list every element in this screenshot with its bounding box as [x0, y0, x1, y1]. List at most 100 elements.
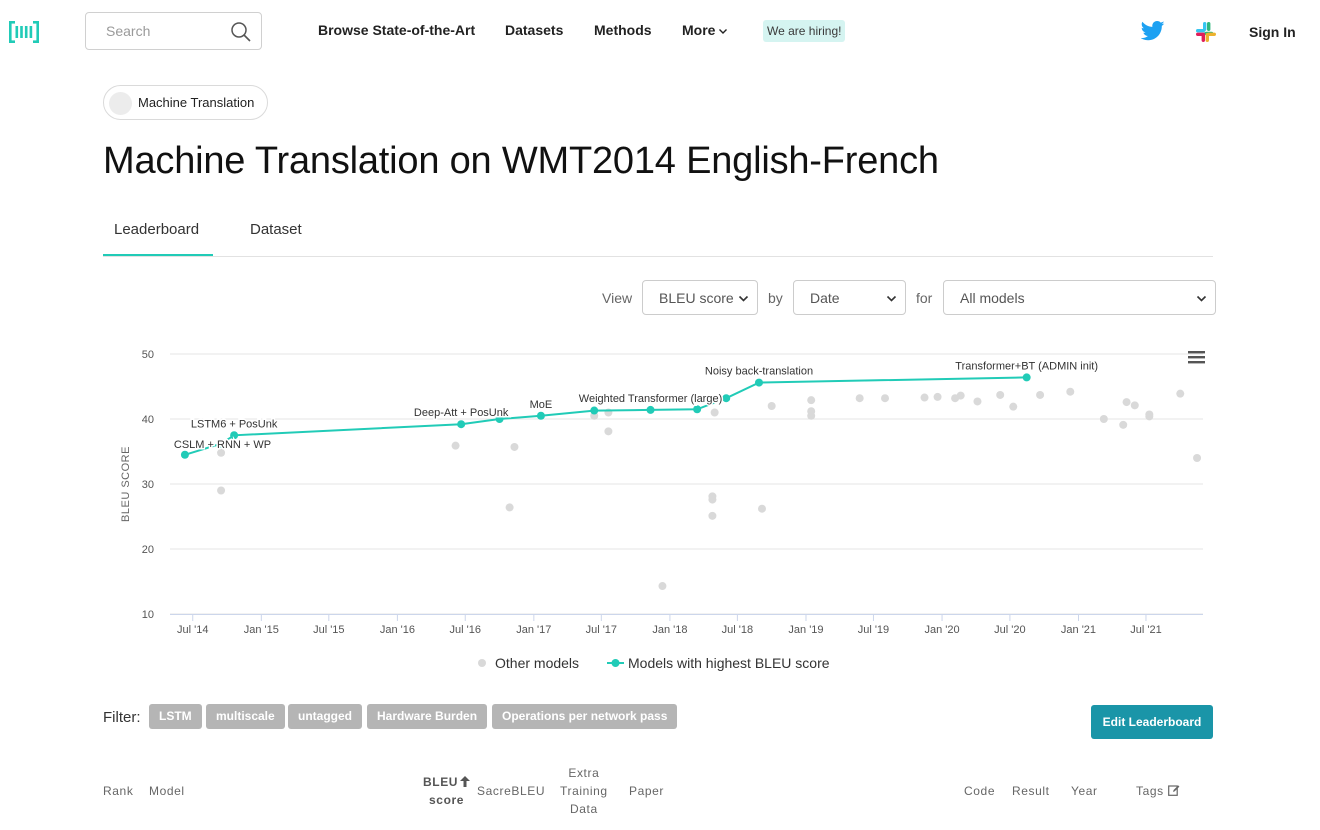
other-model-point — [1009, 402, 1018, 411]
x-tick-label: Jul '17 — [586, 624, 617, 636]
best-model-point — [693, 405, 702, 414]
nav-datasets[interactable]: Datasets — [505, 22, 564, 38]
best-point-label: Weighted Transformer (large) — [579, 393, 722, 405]
other-model-point — [757, 504, 766, 513]
best-point-label: Noisy back-translation — [705, 366, 813, 378]
x-tick-label: Jan '18 — [652, 624, 687, 636]
x-tick-label: Jan '19 — [788, 624, 823, 636]
y-tick-label: 50 — [142, 349, 154, 361]
col-bleu-line2: score — [429, 793, 465, 807]
best-point-label: Transformer+BT (ADMIN init) — [955, 360, 1098, 372]
chevron-down-icon — [886, 295, 897, 302]
other-model-point — [996, 390, 1005, 399]
filter-tag-untagged[interactable]: untagged — [288, 704, 362, 729]
active-tab-indicator — [103, 254, 213, 256]
point-labels: CSLM + RNN + WP LSTM6 + PosUnk Deep-Att + … — [172, 359, 1099, 452]
nav-more[interactable]: More — [682, 22, 728, 38]
search-input[interactable] — [86, 13, 226, 49]
y-tick-label: 40 — [142, 414, 154, 426]
metric-select-value: BLEU score — [659, 290, 734, 306]
other-models-series — [217, 387, 1202, 591]
legend-best-marker — [611, 659, 620, 667]
tabs: Leaderboard Dataset — [103, 208, 1213, 257]
other-model-point — [1099, 415, 1108, 423]
col-model[interactable]: Model — [149, 784, 185, 798]
col-paper[interactable]: Paper — [629, 784, 665, 798]
other-model-point — [973, 397, 982, 406]
chart-legend: Other models Models with highest BLEU sco… — [478, 655, 830, 671]
col-year[interactable]: Year — [1071, 784, 1098, 798]
papers-with-code-logo[interactable] — [9, 19, 39, 45]
y-tick-label: 30 — [142, 479, 154, 491]
col-extra-training-data[interactable]: Extra Training Data — [560, 764, 608, 818]
other-model-point — [658, 582, 667, 591]
legend-other-label: Other models — [495, 655, 579, 671]
y-tick-label: 20 — [142, 544, 154, 556]
nav-browse-sota[interactable]: Browse State-of-the-Art — [318, 22, 476, 38]
tab-dataset[interactable]: Dataset — [250, 221, 302, 238]
search-box — [85, 12, 262, 50]
y-tick-label: 10 — [142, 609, 154, 621]
chart-grid — [170, 353, 1203, 615]
edit-icon[interactable] — [1167, 784, 1180, 796]
other-model-point — [505, 503, 514, 512]
chart-svg: 10 20 30 40 50 Jul '14 Jan '15 Jul '15 Jan '16 Ju… — [120, 349, 1205, 671]
x-tick-label: Jan '17 — [516, 624, 551, 636]
best-model-point — [495, 415, 504, 423]
other-model-point — [881, 394, 890, 403]
col-sacrebleu[interactable]: SacreBLEU — [477, 784, 546, 798]
chevron-down-icon — [1196, 295, 1207, 302]
models-select[interactable]: All models — [943, 280, 1216, 315]
best-model-point — [217, 439, 226, 448]
other-model-point — [510, 442, 519, 451]
col-tags[interactable]: Tags — [1136, 782, 1180, 800]
sort-up-icon — [460, 776, 471, 787]
other-model-point — [1036, 390, 1045, 399]
edit-leaderboard-button[interactable]: Edit Leaderboard — [1091, 705, 1213, 739]
page-title: Machine Translation on WMT2014 English-F… — [103, 140, 939, 182]
other-model-point — [1119, 420, 1128, 429]
other-model-point — [855, 394, 864, 403]
other-model-point — [1145, 410, 1154, 419]
metric-select[interactable]: BLEU score — [642, 280, 758, 315]
hiring-badge[interactable]: We are hiring! — [763, 20, 846, 42]
filter-tag-multiscale[interactable]: multiscale — [206, 704, 285, 729]
chart-menu-icon[interactable] — [1188, 351, 1205, 364]
x-axis-select[interactable]: Date — [793, 280, 906, 315]
x-axis-select-value: Date — [810, 290, 840, 306]
other-model-point — [807, 396, 816, 405]
task-chip[interactable]: Machine Translation — [103, 85, 268, 120]
best-model-point — [230, 431, 239, 440]
col-rank[interactable]: Rank — [103, 784, 134, 798]
other-model-point — [1193, 454, 1202, 462]
by-label: by — [768, 290, 783, 306]
other-model-point — [933, 392, 942, 401]
other-model-point — [604, 427, 613, 436]
slack-icon[interactable] — [1195, 21, 1217, 43]
col-code[interactable]: Code — [964, 784, 996, 798]
other-model-point — [767, 402, 776, 410]
x-tick-label: Jan '20 — [924, 624, 959, 636]
search-icon[interactable] — [230, 21, 252, 43]
twitter-icon[interactable] — [1141, 20, 1165, 42]
other-model-point — [807, 407, 816, 416]
tab-leaderboard[interactable]: Leaderboard — [114, 221, 200, 238]
sign-in-link[interactable]: Sign In — [1249, 24, 1296, 40]
col-result[interactable]: Result — [1012, 784, 1050, 798]
best-models-series — [180, 373, 1031, 459]
best-model-point — [590, 406, 599, 415]
best-point-label: MoE — [530, 399, 553, 411]
other-model-point — [708, 492, 717, 501]
col-tags-label: Tags — [1136, 784, 1164, 798]
best-model-point — [457, 420, 466, 429]
x-tick-label: Jul '21 — [1130, 624, 1161, 636]
nav-methods[interactable]: Methods — [594, 22, 652, 38]
best-model-point — [536, 411, 545, 420]
other-model-point — [1122, 398, 1131, 407]
best-model-point — [1022, 373, 1031, 382]
col-bleu[interactable]: BLEU score — [423, 773, 471, 809]
filter-tag-hardware-burden[interactable]: Hardware Burden — [367, 704, 488, 729]
chart-axes: 10 20 30 40 50 Jul '14 Jan '15 Jul '15 Jan '16 Ju… — [120, 349, 1203, 636]
filter-tag-operations[interactable]: Operations per network pass — [492, 704, 678, 729]
filter-tag-lstm[interactable]: LSTM — [149, 704, 202, 729]
